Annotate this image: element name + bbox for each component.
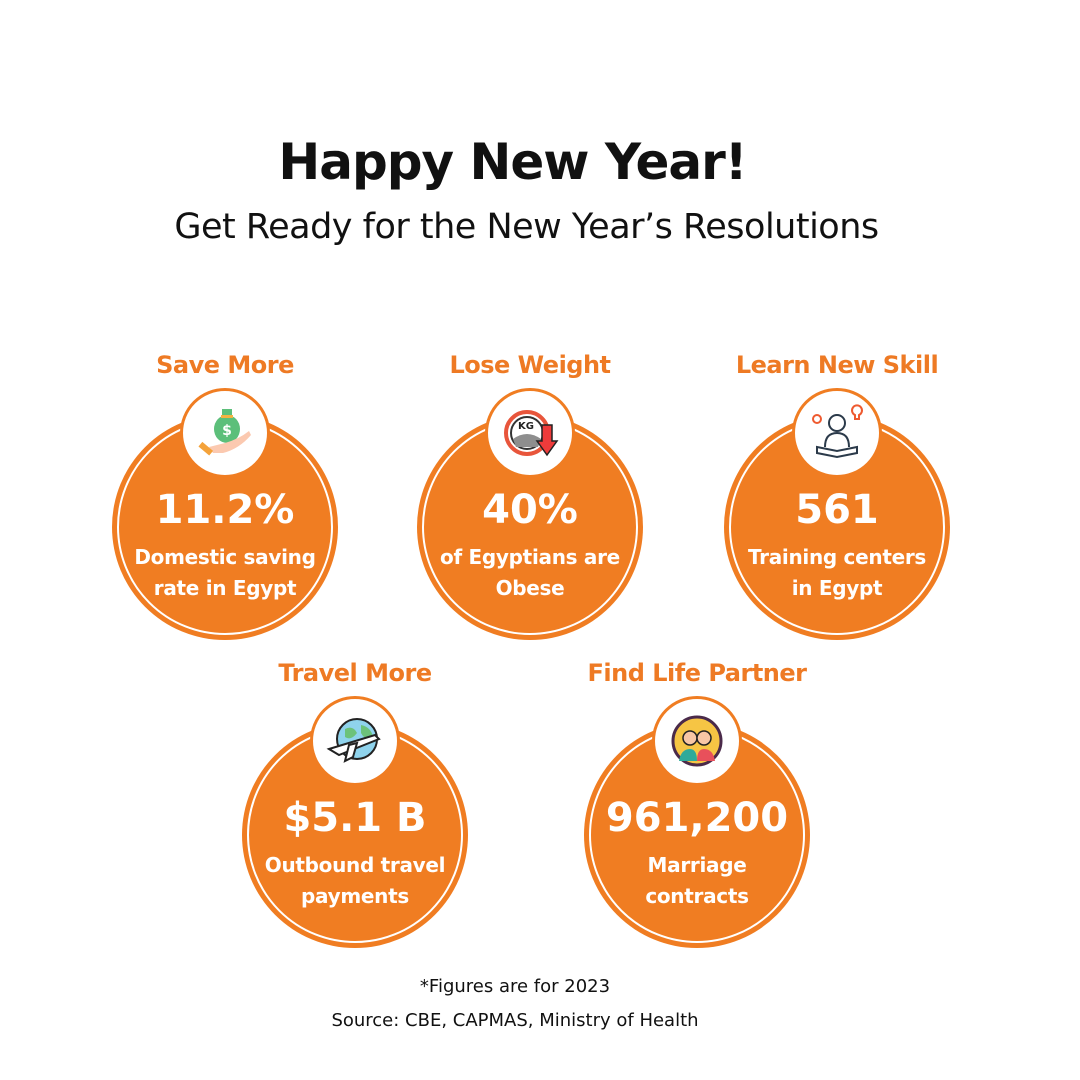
stat-description: of Egyptians are Obese <box>409 542 651 604</box>
card-heading: Travel More <box>278 659 432 687</box>
card-heading: Learn New Skill <box>735 351 939 379</box>
learner-icon <box>792 388 882 478</box>
desc-line: Marriage <box>647 853 747 877</box>
card-travel-more: Travel More $5.1 B Outbound travel paymen… <box>244 659 466 946</box>
weight-scale-icon: KG <box>485 388 575 478</box>
desc-line: rate in Egypt <box>153 576 297 600</box>
card-heading: Find Life Partner <box>587 659 807 687</box>
desc-line: Domestic saving <box>134 545 316 569</box>
stat-description: Training centers in Egypt <box>716 542 958 604</box>
stat-value: 11.2% <box>155 487 295 533</box>
stat-description: Outbound travel payments <box>234 850 476 912</box>
desc-line: contracts <box>645 884 749 908</box>
desc-line: Outbound travel <box>264 853 446 877</box>
dollar-sign: $ <box>222 423 232 439</box>
card-lose-weight: Lose Weight KG 40% of Egyptians are Obese <box>419 351 641 638</box>
desc-line: Training centers <box>747 545 927 569</box>
source-note: Source: CBE, CAPMAS, Ministry of Health <box>331 1010 699 1031</box>
couple-icon <box>652 696 742 786</box>
desc-line: Obese <box>495 576 565 600</box>
card-save-more: Save More $ 11.2% Domestic saving rate in… <box>114 351 336 638</box>
stat-circle <box>244 724 466 946</box>
stat-description: Marriage contracts <box>576 850 818 912</box>
card-heading: Lose Weight <box>449 351 611 379</box>
page-subtitle: Get Ready for the New Year’s Resolutions <box>174 207 879 247</box>
card-find-life-partner: Find Life Partner 961,200 Marriage contra… <box>586 659 808 946</box>
stat-value: 40% <box>482 487 578 533</box>
globe-plane-icon <box>310 696 400 786</box>
footnote: *Figures are for 2023 <box>419 976 611 997</box>
page-title: Happy New Year! <box>278 133 747 191</box>
stat-value: 561 <box>795 487 879 533</box>
kg-label: KG <box>518 421 534 432</box>
desc-line: in Egypt <box>791 576 883 600</box>
card-heading: Save More <box>156 351 294 379</box>
stat-value: $5.1 B <box>283 795 427 841</box>
stat-description: Domestic saving rate in Egypt <box>104 542 346 604</box>
stat-value: 961,200 <box>605 795 789 841</box>
desc-line: payments <box>301 884 409 908</box>
money-bag-hand-icon: $ <box>180 388 270 478</box>
desc-line: of Egyptians are <box>440 545 620 569</box>
card-learn-new-skill: Learn New Skill 561 Training centers in E… <box>726 351 948 638</box>
